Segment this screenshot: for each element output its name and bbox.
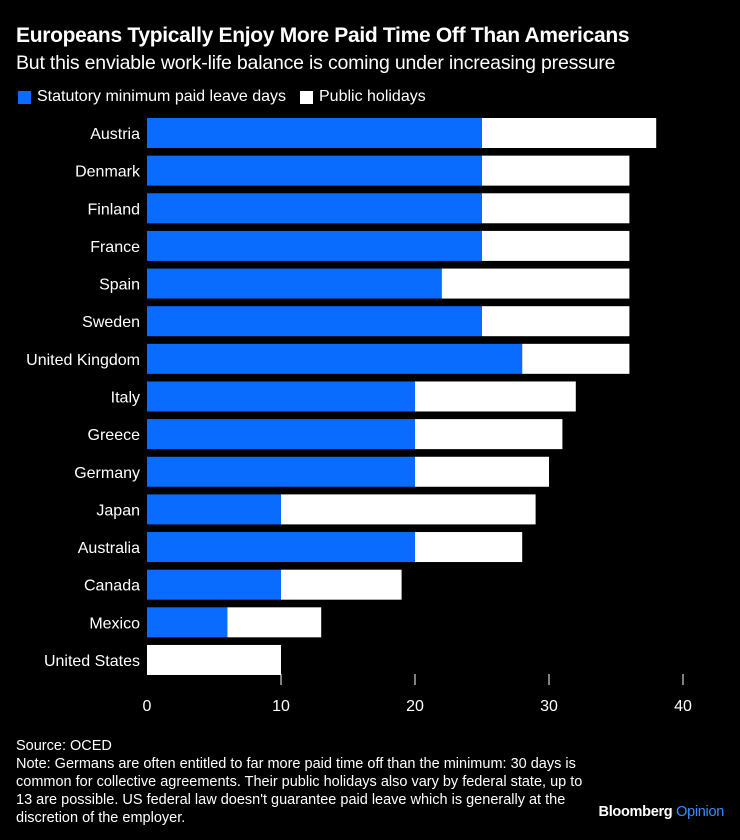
category-label: Germany bbox=[74, 465, 140, 482]
bar-statutory bbox=[147, 607, 228, 638]
bar-holidays bbox=[281, 494, 536, 525]
category-label: United Kingdom bbox=[26, 352, 140, 369]
category-label: Italy bbox=[111, 389, 140, 406]
bar-statutory bbox=[147, 569, 281, 600]
bar-holidays bbox=[227, 607, 322, 638]
bar-holidays bbox=[482, 118, 657, 148]
note-text: Note: Germans are often entitled to far … bbox=[16, 756, 583, 826]
bar-statutory bbox=[147, 532, 415, 563]
bar-holidays bbox=[281, 569, 402, 600]
chart-subtitle: But this enviable work-life balance is c… bbox=[16, 52, 616, 74]
bar-holidays bbox=[415, 456, 549, 487]
bar-holidays bbox=[415, 532, 523, 563]
category-label: Austria bbox=[90, 126, 140, 143]
x-tick-label: 10 bbox=[272, 698, 290, 715]
bar-holidays bbox=[522, 343, 630, 374]
bar-statutory bbox=[147, 419, 415, 450]
category-label: Sweden bbox=[82, 314, 140, 331]
brand-name: Bloomberg bbox=[598, 804, 673, 820]
bar-holidays bbox=[415, 419, 563, 450]
bar-statutory bbox=[147, 343, 523, 374]
bar-holidays bbox=[147, 644, 281, 675]
category-label: Greece bbox=[88, 427, 141, 444]
legend-swatch-statutory bbox=[18, 90, 31, 104]
category-label: Finland bbox=[88, 201, 140, 218]
bar-holidays bbox=[441, 268, 630, 299]
category-label: Australia bbox=[78, 540, 140, 557]
category-label: Japan bbox=[96, 502, 140, 519]
source-text: Source: OCED bbox=[16, 738, 112, 754]
bar-holidays bbox=[482, 230, 630, 261]
legend-item-holidays: Public holidays bbox=[300, 88, 426, 106]
legend-swatch-holidays bbox=[300, 90, 313, 104]
bar-statutory bbox=[147, 155, 482, 186]
bar-holidays bbox=[482, 306, 630, 337]
x-tick-label: 40 bbox=[674, 698, 692, 715]
legend-label-statutory: Statutory minimum paid leave days bbox=[37, 88, 286, 105]
brand-suffix: Opinion bbox=[676, 804, 724, 820]
bar-holidays bbox=[415, 381, 576, 412]
legend-label-holidays: Public holidays bbox=[319, 88, 426, 105]
bar-statutory bbox=[147, 381, 415, 412]
bar-statutory bbox=[147, 456, 415, 487]
legend-item-statutory: Statutory minimum paid leave days bbox=[18, 88, 286, 106]
category-label: Spain bbox=[99, 277, 140, 294]
x-tick-label: 20 bbox=[406, 698, 424, 715]
bar-statutory bbox=[147, 193, 482, 224]
chart-title: Europeans Typically Enjoy More Paid Time… bbox=[16, 24, 630, 47]
bar-statutory bbox=[147, 268, 442, 299]
x-tick-label: 0 bbox=[143, 698, 152, 715]
brand-logo: Bloomberg Opinion bbox=[598, 804, 725, 820]
category-label: Canada bbox=[84, 578, 140, 595]
footer: Source: OCED Note: Germans are often ent… bbox=[16, 737, 596, 827]
legend: Statutory minimum paid leave days Public… bbox=[18, 88, 440, 106]
bar-statutory bbox=[147, 118, 482, 148]
bar-statutory bbox=[147, 230, 482, 261]
bar-statutory bbox=[147, 494, 281, 525]
category-label: France bbox=[90, 239, 140, 256]
bar-statutory bbox=[147, 306, 482, 337]
bar-holidays bbox=[482, 193, 630, 224]
category-label: Mexico bbox=[89, 615, 140, 632]
category-label: United States bbox=[44, 653, 140, 670]
bar-holidays bbox=[482, 155, 630, 186]
x-tick-label: 30 bbox=[540, 698, 558, 715]
category-label: Denmark bbox=[75, 164, 141, 181]
